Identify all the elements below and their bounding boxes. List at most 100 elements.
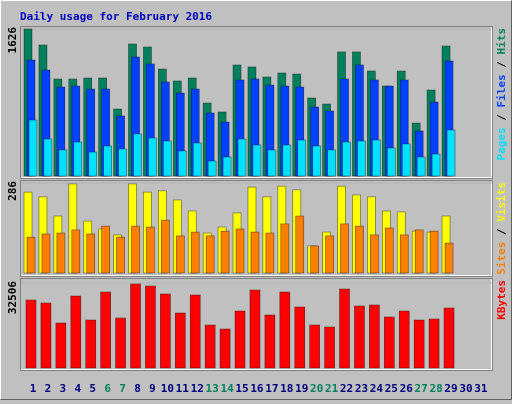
- x-tick-label: 23: [355, 382, 368, 395]
- bar: [174, 312, 186, 369]
- x-tick-label: 26: [400, 382, 414, 395]
- bar: [252, 144, 262, 177]
- x-tick-label: 22: [340, 382, 353, 395]
- bar: [310, 245, 320, 274]
- bar: [354, 305, 365, 369]
- bar: [148, 137, 157, 177]
- bar: [175, 235, 185, 274]
- bar: [219, 328, 231, 369]
- bar: [413, 319, 425, 369]
- bar: [280, 223, 290, 274]
- bar: [101, 225, 111, 274]
- bar: [207, 160, 217, 177]
- x-tick-label: 27: [415, 382, 428, 395]
- bar: [73, 141, 83, 177]
- bar: [161, 219, 170, 274]
- bar: [25, 299, 37, 369]
- x-tick-label: 8: [134, 382, 141, 395]
- bar: [41, 233, 51, 274]
- bar: [370, 234, 379, 274]
- y-tick-label: 32506: [6, 281, 19, 314]
- bar: [86, 233, 96, 274]
- x-tick-label: 14: [220, 382, 234, 395]
- bar: [399, 234, 409, 274]
- bar: [264, 314, 276, 369]
- bar: [235, 228, 245, 274]
- chart-title: Daily usage for February 2016: [20, 10, 212, 23]
- bar: [431, 153, 441, 177]
- bar: [383, 316, 395, 369]
- bar: [446, 129, 456, 177]
- panel-bevel: [21, 181, 492, 276]
- x-tick-label: 17: [265, 382, 278, 395]
- bar: [340, 223, 349, 274]
- bar: [339, 288, 350, 369]
- legend-entry: Pages: [495, 127, 508, 160]
- bar: [130, 283, 141, 369]
- bar: [234, 310, 246, 369]
- bar: [204, 324, 216, 369]
- bar: [71, 229, 81, 274]
- x-tick-label: 20: [310, 382, 323, 395]
- x-tick-label: 24: [370, 382, 384, 395]
- bar: [237, 138, 247, 177]
- bar: [163, 140, 172, 177]
- legend-separator: /: [495, 222, 508, 242]
- bar: [40, 302, 52, 369]
- legend-entry: Files: [495, 74, 508, 107]
- legend-separator: /: [495, 108, 508, 128]
- bar: [116, 236, 125, 274]
- bar: [118, 148, 127, 177]
- x-tick-label: 7: [119, 382, 126, 395]
- bar: [309, 324, 321, 369]
- bar: [55, 322, 67, 369]
- bar: [131, 225, 140, 274]
- bar: [295, 215, 305, 274]
- bar: [26, 236, 36, 274]
- bar: [145, 285, 156, 369]
- bar: [294, 306, 306, 369]
- legend: Sites / Visits: [495, 182, 508, 275]
- x-tick-label: 1: [30, 382, 37, 395]
- bar: [372, 139, 381, 177]
- panel-bevel: [21, 27, 492, 178]
- bar: [267, 149, 277, 177]
- x-tick-label: 18: [280, 382, 293, 395]
- bar: [146, 226, 155, 274]
- legend-entry: Visits: [495, 182, 508, 222]
- bar: [279, 291, 291, 369]
- x-tick-label: 5: [89, 382, 96, 395]
- x-tick-label: 30: [459, 382, 472, 395]
- y-tick-label: 1626: [6, 27, 19, 54]
- bar: [429, 230, 439, 274]
- bar: [443, 307, 455, 369]
- bar: [100, 291, 112, 369]
- x-tick-label: 21: [325, 382, 339, 395]
- bar: [88, 151, 98, 177]
- bar: [220, 230, 230, 274]
- bar: [133, 133, 142, 177]
- x-tick-label: 11: [176, 382, 190, 395]
- panel-bevel: [21, 279, 492, 370]
- bar: [265, 232, 275, 274]
- x-tick-label: 31: [474, 382, 488, 395]
- bar: [324, 326, 335, 369]
- legend: Pages / Files / Hits: [495, 28, 508, 161]
- bar: [355, 225, 364, 274]
- bar: [416, 156, 426, 177]
- bar: [282, 144, 292, 177]
- bar: [58, 149, 68, 177]
- bar: [297, 139, 307, 177]
- bar: [250, 231, 260, 274]
- legend-entry: Sites: [495, 242, 508, 275]
- bar: [357, 140, 366, 177]
- x-tick-label: 13: [206, 382, 219, 395]
- bar: [401, 143, 411, 177]
- bar: [85, 319, 97, 369]
- bar: [205, 235, 215, 274]
- bar: [386, 147, 396, 177]
- bar: [56, 232, 66, 274]
- bar: [192, 142, 202, 177]
